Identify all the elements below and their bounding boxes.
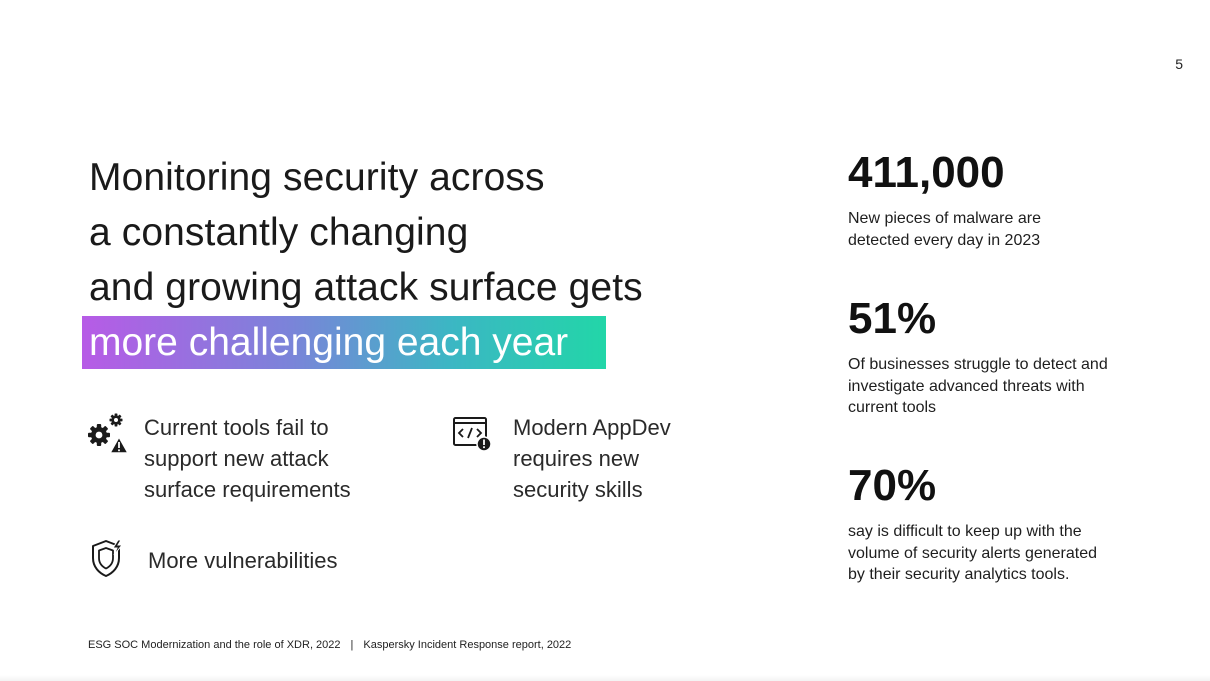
headline-line-3: and growing attack surface gets [89,266,643,309]
shield-lightning-icon [88,538,128,578]
stat-malware: 411,000 New pieces of malware are detect… [848,148,1148,251]
headline: Monitoring security across a constantly … [82,150,729,369]
gears-warning-icon [86,412,129,454]
stat-value: 51% [848,294,937,343]
feature-text: Modern AppDev requires new security skil… [513,415,671,502]
headline-highlight: more challenging each year [82,316,607,369]
feature-text: More vulnerabilities [148,548,338,573]
footer-separator: | [350,639,354,651]
stat-description: Of businesses struggle to detect and inv… [848,356,1108,416]
headline-line-2: a constantly changing [89,211,469,254]
stat-businesses: 51% Of businesses struggle to detect and… [848,294,1148,419]
page-number: 5 [1175,56,1183,72]
stat-alerts: 70% say is difficult to keep up with the… [848,461,1148,586]
footer-source-2: Kaspersky Incident Response report, 2022 [363,639,572,651]
bottom-edge-shadow [0,675,1210,681]
feature-tools-fail: Current tools fail to support new attack… [86,412,394,505]
stat-description: New pieces of malware are detected every… [848,210,1041,249]
footer-sources: ESG SOC Modernization and the role of XD… [88,639,571,651]
feature-appdev: Modern AppDev requires new security skil… [452,412,713,505]
code-window-alert-icon [452,412,492,452]
feature-text: Current tools fail to support new attack… [144,415,351,502]
headline-line-1: Monitoring security across [89,156,545,199]
stat-value: 411,000 [848,148,1005,197]
stat-value: 70% [848,461,937,510]
stat-description: say is difficult to keep up with the vol… [848,523,1098,583]
feature-vulnerabilities: More vulnerabilities [88,538,338,578]
footer-source-1: ESG SOC Modernization and the role of XD… [88,639,341,651]
